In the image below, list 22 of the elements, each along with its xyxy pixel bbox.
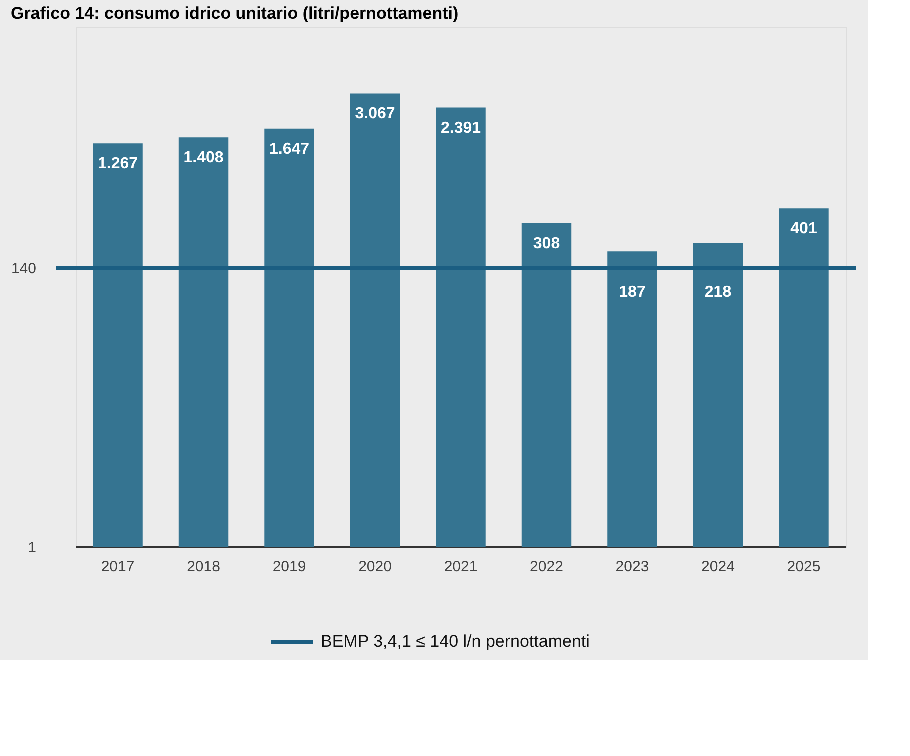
x-tick-label: 2019 — [272, 558, 306, 576]
y-tick-label: 140 — [11, 260, 36, 278]
data-label: 187 — [619, 284, 646, 302]
data-label: 218 — [704, 284, 732, 302]
data-label: 1.647 — [269, 140, 310, 158]
legend-label: BEMP 3,4,1 ≤ 140 l/n pernottamenti — [321, 632, 590, 651]
data-label: 3.067 — [355, 106, 396, 123]
x-tick-label: 2024 — [702, 558, 735, 576]
x-tick-label: 2017 — [101, 558, 135, 576]
x-tick-label: 2021 — [444, 558, 478, 576]
data-label: 1.267 — [98, 156, 138, 173]
data-label: 2.391 — [440, 120, 482, 137]
x-tick-label: 2025 — [787, 558, 821, 576]
x-tick-label: 2022 — [530, 558, 564, 576]
y-tick-label: 1 — [28, 540, 36, 556]
data-label: 308 — [533, 235, 560, 252]
data-label: 401 — [790, 220, 818, 238]
x-tick-label: 2020 — [358, 558, 392, 576]
data-label: 1.408 — [184, 150, 224, 167]
x-tick-label: 2018 — [187, 558, 220, 576]
chart-title: Grafico 14: consumo idrico unitario (litri/pernottamenti) — [10, 4, 459, 23]
x-tick-label: 2023 — [616, 558, 650, 576]
